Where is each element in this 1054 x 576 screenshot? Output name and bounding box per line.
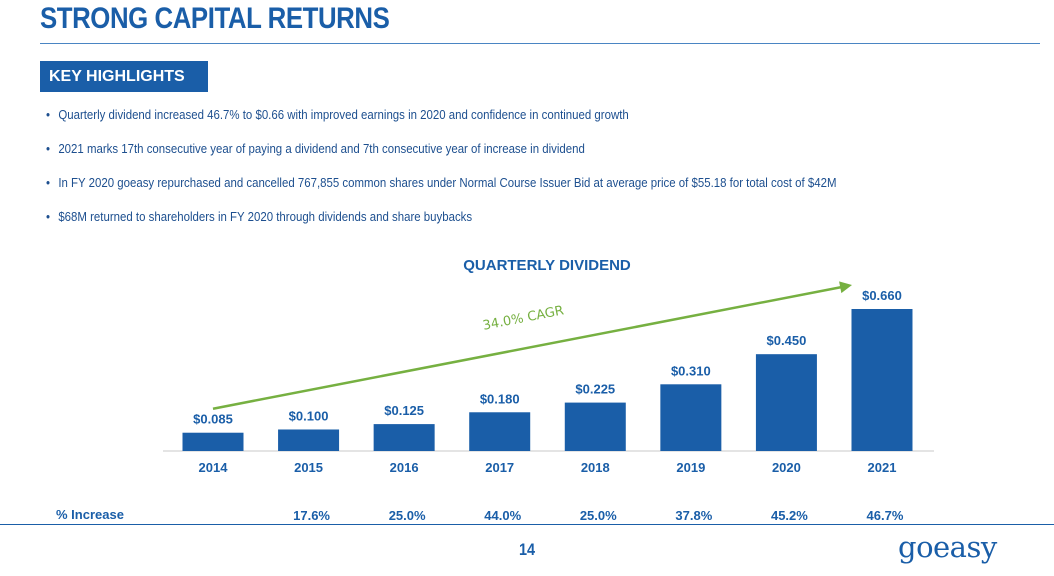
bar-2020 bbox=[755, 354, 817, 451]
x-tick-label-2017: 2017 bbox=[485, 460, 514, 475]
bullet-icon: • bbox=[46, 107, 51, 122]
percent-increase-label: % Increase bbox=[56, 507, 124, 522]
page-number: 14 bbox=[518, 540, 536, 559]
highlights-list: • Quarterly dividend increased 46.7% to … bbox=[46, 103, 944, 239]
percent-increase-2016: 25.0% bbox=[389, 508, 426, 523]
cagr-arrowhead-icon bbox=[839, 281, 852, 294]
key-highlights-badge: KEY HIGHLIGHTS bbox=[40, 61, 208, 92]
data-label-2019: $0.310 bbox=[671, 363, 711, 378]
bullet-icon: • bbox=[46, 209, 51, 224]
data-label-2014: $0.085 bbox=[193, 412, 233, 427]
data-label-2016: $0.125 bbox=[384, 403, 424, 418]
page-title: STRONG CAPITAL RETURNS bbox=[40, 2, 390, 35]
highlight-text: 2021 marks 17th consecutive year of payi… bbox=[58, 141, 585, 156]
x-tick-label-2019: 2019 bbox=[676, 460, 705, 475]
goeasy-logo: goeasy bbox=[898, 530, 997, 564]
percent-increase-2015: 17.6% bbox=[293, 508, 330, 523]
data-label-2020: $0.450 bbox=[767, 333, 807, 348]
bar-2018 bbox=[564, 402, 626, 451]
highlight-text: In FY 2020 goeasy repurchased and cancel… bbox=[58, 175, 837, 190]
bar-2021 bbox=[851, 309, 913, 451]
percent-increase-2017: 44.0% bbox=[484, 508, 521, 523]
percent-increase-2018: 25.0% bbox=[580, 508, 617, 523]
data-label-2018: $0.225 bbox=[575, 382, 615, 397]
bullet-icon: • bbox=[46, 141, 51, 156]
percent-increase-2021: 46.7% bbox=[867, 508, 904, 523]
highlight-item: • 2021 marks 17th consecutive year of pa… bbox=[46, 137, 836, 171]
cagr-trend-line bbox=[212, 285, 843, 410]
x-tick-label-2018: 2018 bbox=[581, 460, 610, 475]
bar-2014 bbox=[182, 432, 244, 451]
highlight-text: $68M returned to shareholders in FY 2020… bbox=[58, 209, 473, 224]
x-tick-label-2020: 2020 bbox=[772, 460, 801, 475]
bar-2017 bbox=[469, 412, 531, 451]
bar-2016 bbox=[373, 424, 435, 451]
x-tick-label-2014: 2014 bbox=[199, 460, 229, 475]
x-tick-label-2021: 2021 bbox=[868, 460, 897, 475]
chart-title: QUARTERLY DIVIDEND bbox=[463, 257, 631, 274]
data-label-2015: $0.100 bbox=[289, 408, 329, 423]
data-label-2017: $0.180 bbox=[480, 391, 520, 406]
highlight-text: Quarterly dividend increased 46.7% to $0… bbox=[58, 107, 629, 122]
bar-2019 bbox=[660, 384, 722, 451]
footer-divider bbox=[0, 524, 1054, 525]
bar-2015 bbox=[278, 429, 340, 451]
percent-increase-2019: 37.8% bbox=[675, 508, 712, 523]
highlight-item: • In FY 2020 goeasy repurchased and canc… bbox=[46, 171, 836, 205]
cagr-annotation: 34.0% CAGR bbox=[482, 303, 566, 333]
data-label-2021: $0.660 bbox=[862, 288, 902, 303]
bullet-icon: • bbox=[46, 175, 51, 190]
x-tick-label-2015: 2015 bbox=[294, 460, 323, 475]
highlight-item: • $68M returned to shareholders in FY 20… bbox=[46, 205, 836, 239]
highlight-item: • Quarterly dividend increased 46.7% to … bbox=[46, 103, 836, 137]
x-tick-label-2016: 2016 bbox=[390, 460, 419, 475]
percent-increase-2020: 45.2% bbox=[771, 508, 808, 523]
title-divider bbox=[40, 43, 1040, 44]
